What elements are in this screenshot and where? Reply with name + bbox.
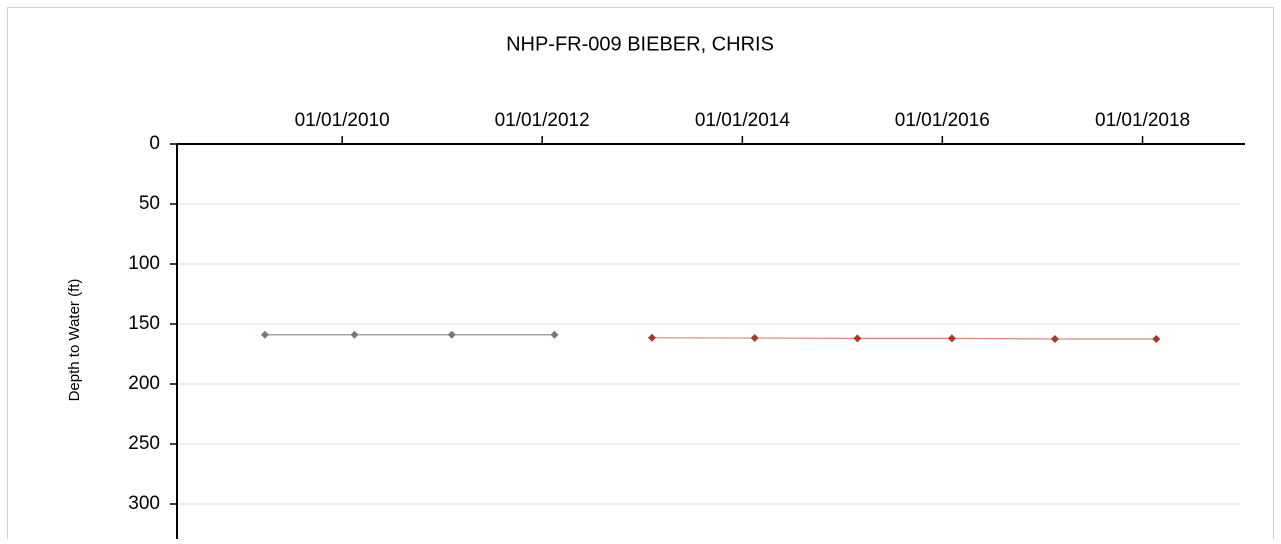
data-point [260, 330, 269, 339]
chart-title: NHP-FR-009 BIEBER, CHRIS [506, 33, 774, 55]
data-point [550, 330, 559, 339]
data-point [447, 330, 456, 339]
data-point [350, 330, 359, 339]
data-point [750, 334, 759, 343]
data-point [647, 333, 656, 342]
series-line [651, 337, 1157, 340]
x-tick-label: 01/01/2018 [1095, 110, 1190, 131]
y-tick-label: 150 [128, 313, 160, 334]
y-tick-label: 100 [128, 253, 160, 274]
x-tick-label: 01/01/2012 [495, 110, 590, 131]
y-axis-label: Depth to Water (ft) [66, 279, 83, 402]
y-tick-label: 0 [149, 133, 160, 154]
x-tick-label: 01/01/2014 [695, 110, 791, 131]
x-tick-label: 01/01/2010 [295, 110, 390, 131]
data-point [1152, 335, 1161, 343]
data-point [947, 334, 956, 343]
data-point [1050, 335, 1059, 343]
y-tick-label: 250 [128, 433, 160, 454]
y-tick-label: 50 [139, 193, 160, 214]
data-point [853, 334, 862, 343]
frame [7, 7, 1274, 544]
y-tick-label: 300 [128, 493, 160, 514]
x-tick-label: 01/01/2016 [895, 110, 990, 131]
y-tick-label: 200 [128, 373, 160, 394]
